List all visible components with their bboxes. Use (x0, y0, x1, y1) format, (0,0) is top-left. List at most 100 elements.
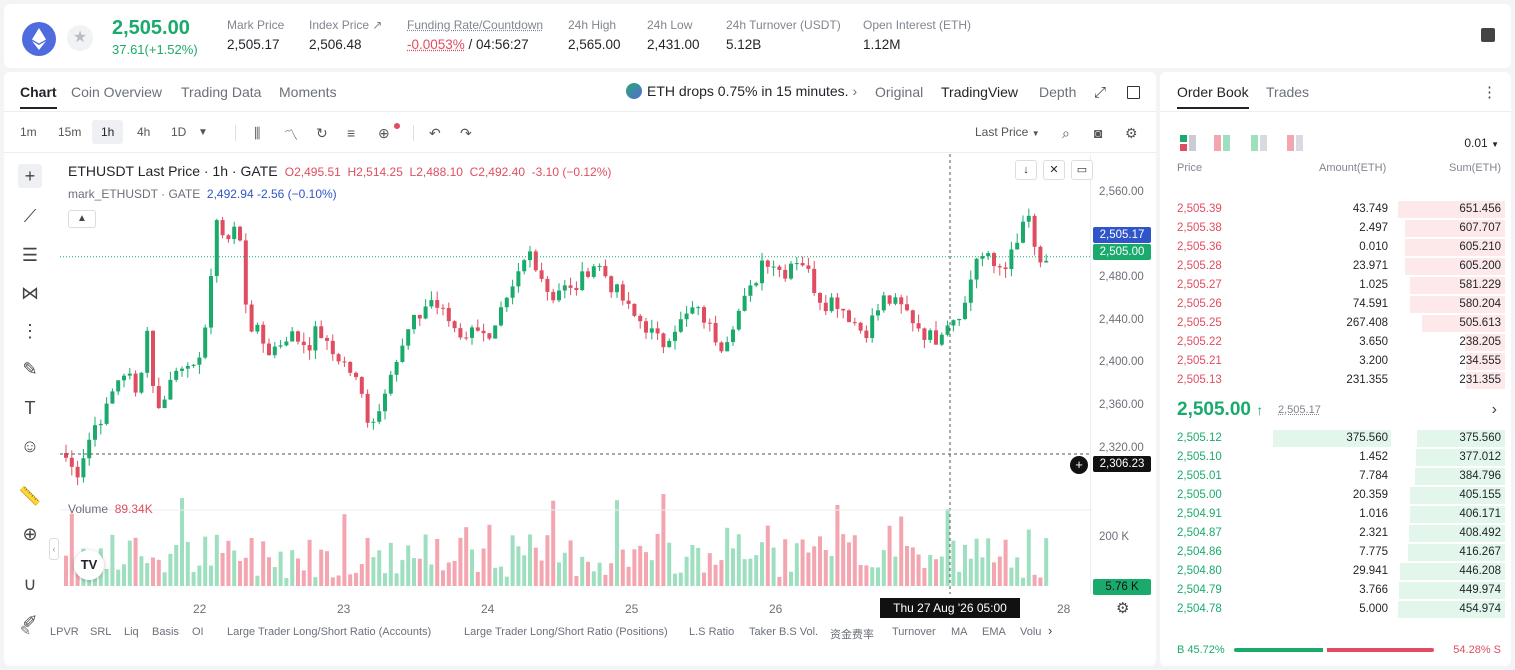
ask-row[interactable]: 2,505.25 267.408 505.613 (1160, 314, 1511, 333)
lock-draw-tool-icon[interactable]: ✐ (22, 612, 38, 632)
view-asks-icon[interactable] (1214, 135, 1230, 151)
indicator-bar-pencil-icon[interactable]: ✎ (20, 623, 31, 638)
ruler-tool-icon[interactable]: 📏 (18, 486, 42, 506)
bid-row[interactable]: 2,505.10 1.452 377.012 (1160, 448, 1511, 467)
scroll-left-button[interactable]: ‹ (49, 538, 59, 560)
timeframe-1m[interactable]: 1m (20, 125, 37, 139)
indicator-ma[interactable]: MA (951, 626, 968, 638)
indicator-volume[interactable]: Volu (1020, 626, 1042, 638)
indicator-oi[interactable]: OI (192, 626, 204, 638)
price-axis[interactable]: 2,560.00 2,505.17 2,505.00 2,480.00 2,44… (1090, 154, 1156, 595)
tab-order-book[interactable]: Order Book (1177, 84, 1249, 109)
emoji-tool-icon[interactable]: ☺ (20, 436, 40, 456)
replay-icon[interactable]: ↻ (316, 125, 328, 141)
template-icon[interactable]: ≡ (347, 125, 356, 141)
timeframe-dropdown-icon[interactable]: ▼ (198, 127, 208, 138)
indicator-srl[interactable]: SRL (90, 626, 112, 638)
pattern-tool-icon[interactable]: ⋈ (21, 283, 39, 303)
view-bids-icon[interactable] (1251, 135, 1267, 151)
text-tool-icon[interactable]: T (24, 398, 36, 418)
ask-row[interactable]: 2,505.28 23.971 605.200 (1160, 257, 1511, 276)
indicator-ls-ratio[interactable]: L.S Ratio (689, 626, 735, 638)
trendline-tool-icon[interactable]: ⟋ (23, 206, 37, 226)
favorite-star-icon[interactable]: ★ (67, 25, 93, 51)
indicator-icon[interactable]: 〽 (284, 127, 298, 143)
candle-body (475, 327, 480, 331)
news-ticker[interactable]: ETH drops 0.75% in 15 minutes. › (626, 83, 857, 99)
zoom-tool-icon[interactable]: ⊕ (22, 524, 38, 544)
ask-row[interactable]: 2,505.13 231.355 231.355 (1160, 371, 1511, 390)
bid-row[interactable]: 2,505.01 7.784 384.796 (1160, 467, 1511, 486)
indicator-liq[interactable]: Liq (124, 626, 139, 638)
tradingview-logo-icon[interactable]: TV (74, 550, 104, 580)
ask-row[interactable]: 2,505.39 43.749 651.456 (1160, 200, 1511, 219)
ask-row[interactable]: 2,505.26 74.591 580.204 (1160, 295, 1511, 314)
tab-original[interactable]: Original (875, 84, 924, 100)
indicator-lpvr[interactable]: LPVR (50, 626, 79, 638)
tab-coin-overview[interactable]: Coin Overview (71, 84, 163, 100)
camera-icon[interactable]: ◙ (1094, 125, 1103, 141)
magnet-tool-icon[interactable]: ∪ (23, 574, 37, 594)
bid-row[interactable]: 2,504.80 29.941 446.208 (1160, 562, 1511, 581)
horizontal-lines-tool-icon[interactable]: ☰ (21, 245, 39, 265)
tab-depth[interactable]: Depth (1039, 84, 1077, 100)
add-indicator-icon[interactable]: ⊕ (378, 125, 390, 141)
undo-icon[interactable]: ↶ (429, 125, 441, 141)
timeframe-15m[interactable]: 15m (58, 125, 82, 139)
fib-tool-icon[interactable]: ⋮ (21, 321, 39, 341)
tab-chart[interactable]: Chart (20, 84, 57, 109)
ask-row[interactable]: 2,505.27 1.025 581.229 (1160, 276, 1511, 295)
brush-tool-icon[interactable]: ✎ (22, 359, 38, 379)
timeframe-1h[interactable]: 1h (92, 120, 124, 144)
bid-row[interactable]: 2,504.91 1.016 406.171 (1160, 505, 1511, 524)
indicator-ls-accounts[interactable]: Large Trader Long/Short Ratio (Accounts) (227, 626, 432, 638)
bid-row[interactable]: 2,505.00 20.359 405.155 (1160, 486, 1511, 505)
ask-row[interactable]: 2,505.21 3.200 234.555 (1160, 352, 1511, 371)
ask-row[interactable]: 2,505.38 2.497 607.707 (1160, 219, 1511, 238)
bid-row[interactable]: 2,504.79 3.766 449.974 (1160, 581, 1511, 600)
settings-gear-icon[interactable]: ⚙ (1125, 125, 1138, 141)
indicator-basis[interactable]: Basis (152, 626, 179, 638)
collapse-legend-button[interactable]: ▲ (68, 210, 96, 228)
notebook-icon[interactable] (1481, 28, 1495, 42)
price-type-select[interactable]: Last Price ▼ (975, 125, 1040, 139)
precision-select[interactable]: 0.01 ▼ (1464, 136, 1499, 150)
mid-arrow-icon[interactable]: › (1491, 401, 1497, 418)
bid-row[interactable]: 2,504.86 7.775 416.267 (1160, 543, 1511, 562)
more-options-icon[interactable]: ⋮ (1482, 84, 1497, 101)
chart-settings-icon[interactable]: ⚙ (1116, 600, 1130, 617)
stat-funding-rate[interactable]: Funding Rate/Countdown -0.0053% / 04:56:… (407, 18, 544, 52)
indicator-ls-positions[interactable]: Large Trader Long/Short Ratio (Positions… (464, 626, 668, 638)
bid-row[interactable]: 2,504.87 2.321 408.492 (1160, 524, 1511, 543)
stat-index-price[interactable]: Index Price ↗ 2,506.48 (309, 18, 383, 52)
candlestick-type-icon[interactable]: ⫼ (254, 125, 261, 141)
fullscreen-icon[interactable] (1127, 86, 1140, 99)
tab-moments[interactable]: Moments (279, 84, 337, 100)
scroll-to-latest-icon[interactable]: ↓ (1015, 160, 1037, 180)
indicator-taker-vol[interactable]: Taker B.S Vol. (749, 626, 819, 638)
search-icon[interactable]: ⌕ (1062, 125, 1070, 141)
timeframe-1d[interactable]: 1D (171, 125, 187, 139)
indicators-next-icon[interactable]: › (1048, 623, 1053, 638)
tab-trading-data[interactable]: Trading Data (181, 84, 262, 100)
indicator-ema[interactable]: EMA (982, 626, 1006, 638)
mid-price[interactable]: 2,505.00 ↑ (1177, 399, 1264, 420)
candlestick-chart[interactable] (60, 154, 1092, 594)
tab-tradingview[interactable]: TradingView (941, 84, 1019, 100)
compress-icon[interactable]: ✕ (1043, 160, 1065, 180)
tab-trades[interactable]: Trades (1266, 84, 1310, 100)
add-alert-icon[interactable]: + (1070, 456, 1088, 474)
ask-row[interactable]: 2,505.22 3.650 238.205 (1160, 333, 1511, 352)
expand-icon[interactable]: ⤢ (1094, 84, 1107, 101)
bid-row[interactable]: 2,504.78 5.000 454.974 (1160, 600, 1511, 619)
timeframe-4h[interactable]: 4h (137, 125, 151, 139)
redo-icon[interactable]: ↷ (460, 125, 472, 141)
autoscale-icon[interactable]: ▭ (1071, 160, 1093, 180)
indicator-funding-rate[interactable]: 资金费率 (830, 629, 874, 641)
view-both-icon[interactable] (1180, 135, 1196, 151)
crosshair-tool-icon[interactable]: + (18, 164, 42, 188)
view-depth-icon[interactable] (1287, 135, 1303, 151)
indicator-turnover[interactable]: Turnover (892, 626, 936, 638)
ask-row[interactable]: 2,505.36 0.010 605.210 (1160, 238, 1511, 257)
bid-row[interactable]: 2,505.12 375.560 375.560 (1160, 429, 1511, 448)
